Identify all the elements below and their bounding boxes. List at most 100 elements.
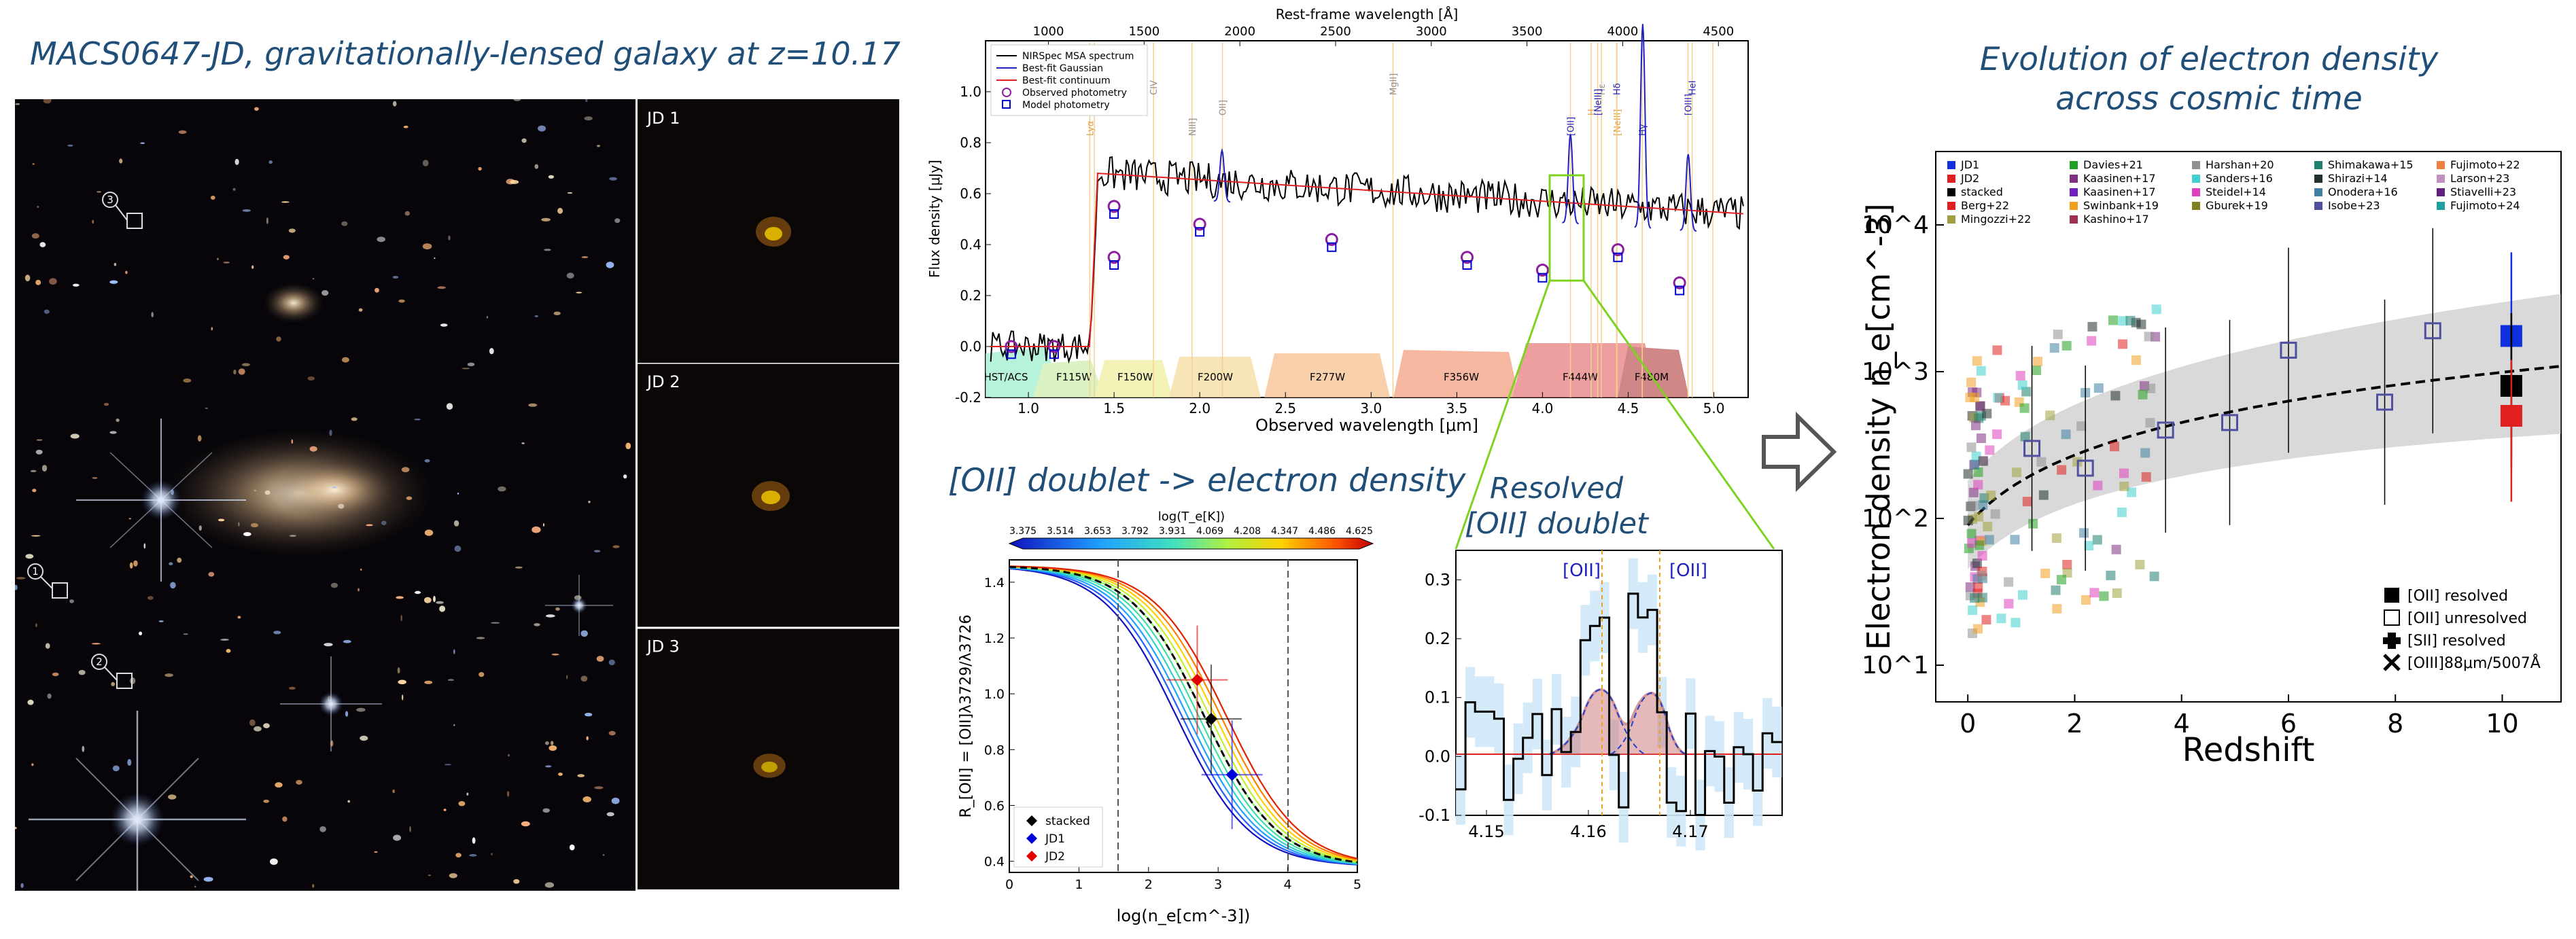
literature-point xyxy=(2076,421,2087,431)
spectrum-top-tick: 1000 xyxy=(1033,24,1064,39)
galaxy-dot xyxy=(498,486,506,492)
galaxy-dot xyxy=(254,726,262,732)
density-y-tick: 10^1 xyxy=(1862,652,1929,679)
density-legend-entry: stacked xyxy=(1961,185,2003,198)
galaxy-dot xyxy=(549,745,557,751)
galaxy-dot xyxy=(243,532,251,537)
galaxy-dot xyxy=(360,568,362,571)
galaxy-dot xyxy=(582,796,591,802)
galaxy-dot xyxy=(534,164,539,169)
galaxy-dot xyxy=(538,125,546,132)
literature-point xyxy=(1973,624,1983,634)
literature-point xyxy=(2131,355,2141,366)
spectrum-top-tick: 1500 xyxy=(1128,24,1160,39)
literature-point xyxy=(2127,487,2137,497)
galaxy-dot xyxy=(455,853,462,857)
spectrum-x-tick: 4.5 xyxy=(1618,400,1639,417)
spectrum-x-tick: 3.5 xyxy=(1446,400,1467,417)
galaxy-dot xyxy=(437,286,446,289)
galaxy-dot xyxy=(424,459,430,463)
galaxy-dot xyxy=(443,809,447,811)
galaxy-dot xyxy=(194,885,196,888)
density-plot: 0 2 4 6 8 10 10^1 10^2 10^3 10^4 Redshift Electr… xyxy=(1860,151,2562,769)
svg-text:[OIII]88μm/5007Å: [OIII]88μm/5007Å xyxy=(2407,654,2541,672)
density-legend-entry: Stiavelli+23 xyxy=(2450,185,2516,198)
galaxy-dot xyxy=(566,272,574,279)
isobe-point xyxy=(2280,341,2297,359)
galaxy-dot xyxy=(15,103,20,105)
literature-point xyxy=(2145,418,2155,428)
galaxy-dot xyxy=(270,858,278,865)
galaxy-dot xyxy=(396,596,404,599)
marker-box-1 xyxy=(52,582,68,599)
svg-text:[OII] resolved: [OII] resolved xyxy=(2407,588,2508,605)
galaxy-dot xyxy=(528,403,538,407)
literature-point xyxy=(1968,487,1979,497)
gaussian-component-1 xyxy=(1549,688,1646,755)
ratio-x-tick: 0 xyxy=(1005,877,1013,892)
thumb-label-jd1: JD 1 xyxy=(646,109,680,128)
marker-label-2: 2 xyxy=(96,656,103,668)
filter-labels: HST/ACS F115W F150W F200W F277W F356W F4… xyxy=(984,371,1669,383)
thumb-label-jd3: JD 3 xyxy=(646,637,680,656)
galaxy-dot xyxy=(128,518,131,520)
galaxy-dot xyxy=(43,99,52,104)
galaxy-dot xyxy=(467,362,475,366)
spectrum-plot: HST/ACS F115W F150W F200W F277W F356W F4… xyxy=(926,6,1749,435)
galaxy-dot xyxy=(576,291,582,294)
galaxy-dot xyxy=(422,243,432,250)
colorbar-tick: 3.514 xyxy=(1047,526,1074,537)
literature-point xyxy=(2028,518,2038,529)
observed-photometry-point xyxy=(1460,251,1474,264)
literature-point xyxy=(1977,571,1987,581)
galaxy-dot xyxy=(211,327,213,331)
galaxy-dot xyxy=(296,779,302,785)
model-photometry-point xyxy=(1537,272,1548,283)
observed-photometry-point xyxy=(1325,233,1338,246)
galaxy-dot xyxy=(508,754,510,757)
galaxy-dot xyxy=(374,851,378,853)
literature-point xyxy=(2144,332,2154,342)
galaxy-dot xyxy=(268,160,273,164)
galaxy-dot xyxy=(158,620,164,622)
literature-point xyxy=(2053,330,2063,340)
galaxy-dot xyxy=(402,694,404,701)
galaxy-dot xyxy=(449,873,457,879)
galaxy-dot xyxy=(553,311,561,315)
density-legend-entry: Gburek+19 xyxy=(2206,199,2268,212)
emission-line-label: Lyα xyxy=(1085,121,1096,136)
ratio-point-JD1 xyxy=(1225,768,1238,781)
galaxy-dot xyxy=(424,529,434,536)
density-legend-entry: Mingozzi+22 xyxy=(1961,213,2031,226)
model-photometry-point xyxy=(1327,242,1337,252)
literature-point xyxy=(2045,410,2055,421)
galaxy-dot xyxy=(433,595,436,603)
galaxy-dot xyxy=(103,403,109,406)
galaxy-dot xyxy=(273,631,281,635)
galaxy-dot xyxy=(351,417,358,421)
density-legend-entry: Onodera+16 xyxy=(2328,185,2398,198)
colorbar-tick: 3.931 xyxy=(1159,526,1186,537)
galaxy-dot xyxy=(593,550,601,552)
marker-legend: [OII] resolved [OII] unresolved [SII] re… xyxy=(2383,588,2541,672)
literature-point xyxy=(2146,383,2156,393)
galaxy-dot xyxy=(32,163,35,165)
literature-point xyxy=(2140,448,2151,458)
literature-point xyxy=(2051,585,2061,595)
literature-point xyxy=(2015,370,2025,380)
galaxy-dot xyxy=(545,614,555,618)
model-photometry-point xyxy=(1109,209,1119,219)
svg-text:[OII] unresolved: [OII] unresolved xyxy=(2407,610,2527,627)
zoom-plot: [OII] [OII] 4.15 4.16 4.17 -0.1 0.0 0.1 0.2 0.… xyxy=(1418,550,1783,851)
density-x-tick: 0 xyxy=(1960,709,1976,739)
diffraction-star-4 xyxy=(545,575,613,636)
right-title-2: across cosmic time xyxy=(2055,80,2363,118)
galaxy-dot xyxy=(545,741,549,745)
galaxy-dot xyxy=(594,786,604,790)
galaxy-dot xyxy=(611,797,620,804)
spectrum-x-tick: 1.0 xyxy=(1017,400,1039,417)
emission-line-label: MgII] xyxy=(1389,73,1399,95)
galaxy-dot xyxy=(36,439,43,441)
galaxy-dot xyxy=(237,616,241,619)
best-fit-continuum xyxy=(990,173,1743,347)
